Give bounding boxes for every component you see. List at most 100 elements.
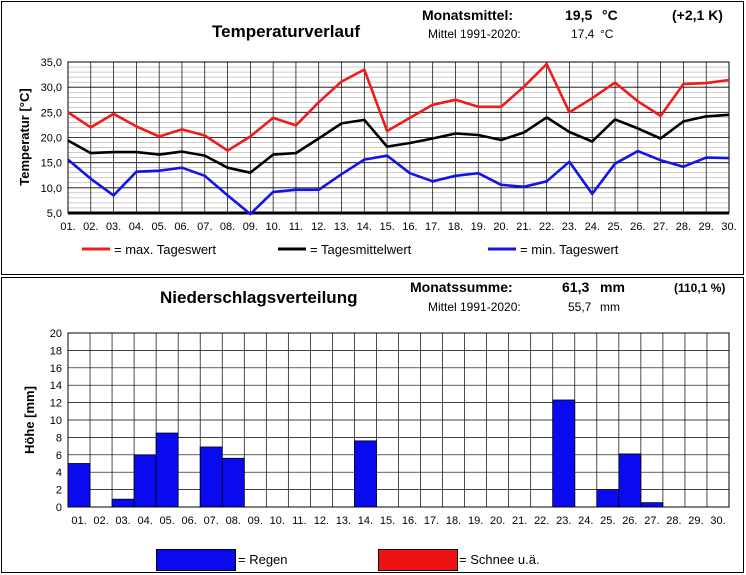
precipitation-y-label: Höhe [mm] bbox=[22, 386, 37, 454]
precipitation-x-tick-label: 17. bbox=[424, 515, 439, 527]
precipitation-bars bbox=[67, 399, 664, 508]
temperature-x-tick-label: 19. bbox=[471, 221, 486, 233]
precipitation-x-tick-label: 29. bbox=[688, 515, 703, 527]
temperature-x-tick-label: 24. bbox=[585, 221, 600, 233]
precipitation-y-tick-label: 8 bbox=[56, 432, 62, 444]
temperature-x-tick-label: 18. bbox=[448, 221, 463, 233]
precipitation-reference-unit: mm bbox=[600, 300, 620, 314]
temperature-title: Temperaturverlauf bbox=[212, 22, 361, 41]
temperature-reference-label: Mittel 1991-2020: bbox=[428, 27, 521, 41]
temperature-series-max bbox=[67, 62, 730, 152]
temperature-y-tick-label: 25,0 bbox=[41, 107, 62, 119]
temperature-x-tick-label: 30. bbox=[721, 221, 736, 233]
temperature-y-label: Temperatur [°C] bbox=[17, 88, 32, 185]
precipitation-y-tick-label: 18 bbox=[50, 345, 62, 357]
temperature-reference-value: 17,4 bbox=[571, 27, 595, 41]
temperature-x-tick-label: 23. bbox=[562, 221, 577, 233]
precipitation-bar-rain bbox=[67, 463, 91, 508]
precipitation-x-tick-label: 28. bbox=[666, 515, 681, 527]
temperature-x-tick-label: 16. bbox=[402, 221, 417, 233]
precipitation-x-ticks: 01. 02. 03. 04. 05. 06. 07. 08. 09. 10. 11. 12. 13. 1… bbox=[71, 515, 725, 527]
legend-snow-swatch bbox=[378, 549, 458, 571]
precipitation-percent: (110,1 %) bbox=[674, 281, 726, 295]
precipitation-bar-rain bbox=[618, 453, 642, 508]
precipitation-x-tick-label: 30. bbox=[710, 515, 725, 527]
precipitation-bar-rain bbox=[640, 502, 664, 508]
precipitation-x-tick-label: 07. bbox=[204, 515, 219, 527]
precipitation-x-tick-label: 08. bbox=[226, 515, 241, 527]
precipitation-x-tick-label: 03. bbox=[115, 515, 130, 527]
precipitation-panel: Niederschlagsverteilung Monatssumme: 61,… bbox=[1, 277, 744, 573]
precipitation-bar-rain bbox=[596, 489, 620, 508]
precipitation-x-tick-label: 09. bbox=[248, 515, 263, 527]
temperature-x-tick-label: 28. bbox=[676, 221, 691, 233]
precipitation-x-tick-label: 22. bbox=[534, 515, 549, 527]
temperature-series-min bbox=[67, 149, 730, 216]
precipitation-bar-rain bbox=[354, 440, 377, 508]
legend-min-label: = min. Tageswert bbox=[520, 242, 619, 257]
precipitation-x-tick-label: 19. bbox=[468, 515, 483, 527]
precipitation-x-tick-label: 05. bbox=[160, 515, 175, 527]
temperature-panel: Temperaturverlauf Monatsmittel: 19,5 °C … bbox=[1, 1, 744, 275]
temperature-x-tick-label: 13. bbox=[334, 221, 349, 233]
precipitation-x-tick-label: 06. bbox=[182, 515, 197, 527]
legend-mean-label: = Tagesmittelwert bbox=[310, 242, 412, 257]
monthly-mean-value: 19,5 bbox=[565, 7, 593, 23]
monthly-mean-unit: °C bbox=[602, 7, 618, 23]
precipitation-x-tick-label: 16. bbox=[402, 515, 417, 527]
legend-rain-swatch bbox=[156, 549, 236, 571]
precipitation-x-tick-label: 02. bbox=[93, 515, 108, 527]
temperature-y-tick-label: 5,0 bbox=[47, 208, 62, 220]
precipitation-title: Niederschlagsverteilung bbox=[160, 288, 358, 307]
monthly-mean-label: Monatsmittel: bbox=[422, 7, 513, 23]
temperature-x-tick-label: 27. bbox=[653, 221, 668, 233]
precipitation-x-tick-label: 15. bbox=[380, 515, 395, 527]
temperature-x-tick-label: 20. bbox=[493, 221, 508, 233]
temperature-chart: 5,0 10,0 15,0 20,0 25,0 30,0 35,0 01. 02. 03. 04.… bbox=[17, 57, 737, 233]
temperature-x-tick-label: 26. bbox=[630, 221, 645, 233]
temperature-x-tick-label: 17. bbox=[425, 221, 440, 233]
legend-snow-label: = Schnee u.ä. bbox=[459, 552, 540, 567]
temperature-x-tick-label: 10. bbox=[265, 221, 280, 233]
temperature-x-tick-label: 07. bbox=[197, 221, 212, 233]
temperature-x-tick-label: 15. bbox=[379, 221, 394, 233]
sum-unit: mm bbox=[600, 279, 625, 295]
precipitation-y-tick-label: 16 bbox=[50, 363, 62, 375]
temperature-x-tick-label: 22. bbox=[539, 221, 554, 233]
precipitation-reference-label: Mittel 1991-2020: bbox=[428, 300, 521, 314]
temperature-y-tick-label: 20,0 bbox=[41, 133, 62, 145]
precipitation-x-tick-label: 23. bbox=[556, 515, 571, 527]
precipitation-y-ticks: 0 2 4 6 8 10 12 14 16 18 20 bbox=[50, 328, 62, 514]
precipitation-bar-rain bbox=[199, 446, 223, 508]
precipitation-y-tick-label: 20 bbox=[50, 328, 62, 340]
precipitation-x-tick-label: 13. bbox=[336, 515, 351, 527]
temperature-anomaly: (+2,1 K) bbox=[672, 7, 723, 23]
precipitation-x-tick-label: 20. bbox=[490, 515, 505, 527]
precipitation-bar-rain bbox=[111, 498, 135, 508]
precipitation-y-tick-label: 12 bbox=[50, 398, 62, 410]
precipitation-x-tick-label: 14. bbox=[358, 515, 373, 527]
precipitation-x-tick-label: 12. bbox=[314, 515, 329, 527]
precipitation-x-tick-label: 27. bbox=[644, 515, 659, 527]
temperature-x-tick-label: 11. bbox=[289, 221, 303, 233]
precipitation-x-tick-label: 25. bbox=[600, 515, 615, 527]
temperature-x-tick-label: 12. bbox=[311, 221, 326, 233]
temperature-y-tick-label: 10,0 bbox=[41, 183, 62, 195]
temperature-series-mean bbox=[67, 113, 730, 174]
temperature-x-tick-label: 09. bbox=[243, 221, 258, 233]
temperature-x-ticks: 01. 02. 03. 04. 05. 06. 07. 08. 09. 10. 11. 12. 13. 1… bbox=[60, 221, 736, 233]
precipitation-bar-rain bbox=[221, 457, 245, 508]
temperature-reference-unit: °C bbox=[600, 27, 614, 41]
precipitation-y-tick-label: 2 bbox=[56, 485, 62, 497]
legend-max-label: = max. Tageswert bbox=[114, 242, 217, 257]
temperature-x-tick-label: 01. bbox=[60, 221, 75, 233]
precipitation-y-tick-label: 14 bbox=[50, 380, 62, 392]
temperature-y-tick-label: 15,0 bbox=[41, 158, 62, 170]
precipitation-y-tick-label: 0 bbox=[56, 502, 62, 514]
legend-rain-label: = Regen bbox=[238, 552, 288, 567]
temperature-x-tick-label: 06. bbox=[174, 221, 189, 233]
temperature-x-tick-label: 25. bbox=[607, 221, 622, 233]
temperature-y-tick-label: 30,0 bbox=[41, 82, 62, 94]
precipitation-reference-value: 55,7 bbox=[568, 300, 592, 314]
